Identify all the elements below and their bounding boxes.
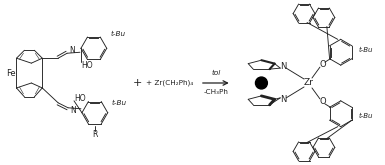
Text: N: N xyxy=(280,62,286,71)
Text: t-Bu: t-Bu xyxy=(358,113,373,119)
Text: t-Bu: t-Bu xyxy=(112,100,127,106)
Text: N: N xyxy=(69,46,75,55)
Text: t-Bu: t-Bu xyxy=(358,47,373,53)
Text: Fe: Fe xyxy=(6,69,15,78)
Text: N: N xyxy=(70,106,76,115)
Text: R: R xyxy=(92,130,97,139)
Text: t-Bu: t-Bu xyxy=(111,31,126,37)
Text: O: O xyxy=(320,97,326,106)
Text: HO: HO xyxy=(81,61,92,70)
Text: HO: HO xyxy=(74,94,85,103)
Text: +: + xyxy=(133,78,142,88)
Text: O: O xyxy=(320,60,326,69)
Circle shape xyxy=(256,77,267,89)
Text: Zr: Zr xyxy=(304,79,314,87)
Text: -CH₃Ph: -CH₃Ph xyxy=(203,89,228,95)
Text: + Zr(CH₂Ph)₄: + Zr(CH₂Ph)₄ xyxy=(146,80,194,86)
Text: N: N xyxy=(280,95,286,104)
Text: tol: tol xyxy=(211,70,221,76)
